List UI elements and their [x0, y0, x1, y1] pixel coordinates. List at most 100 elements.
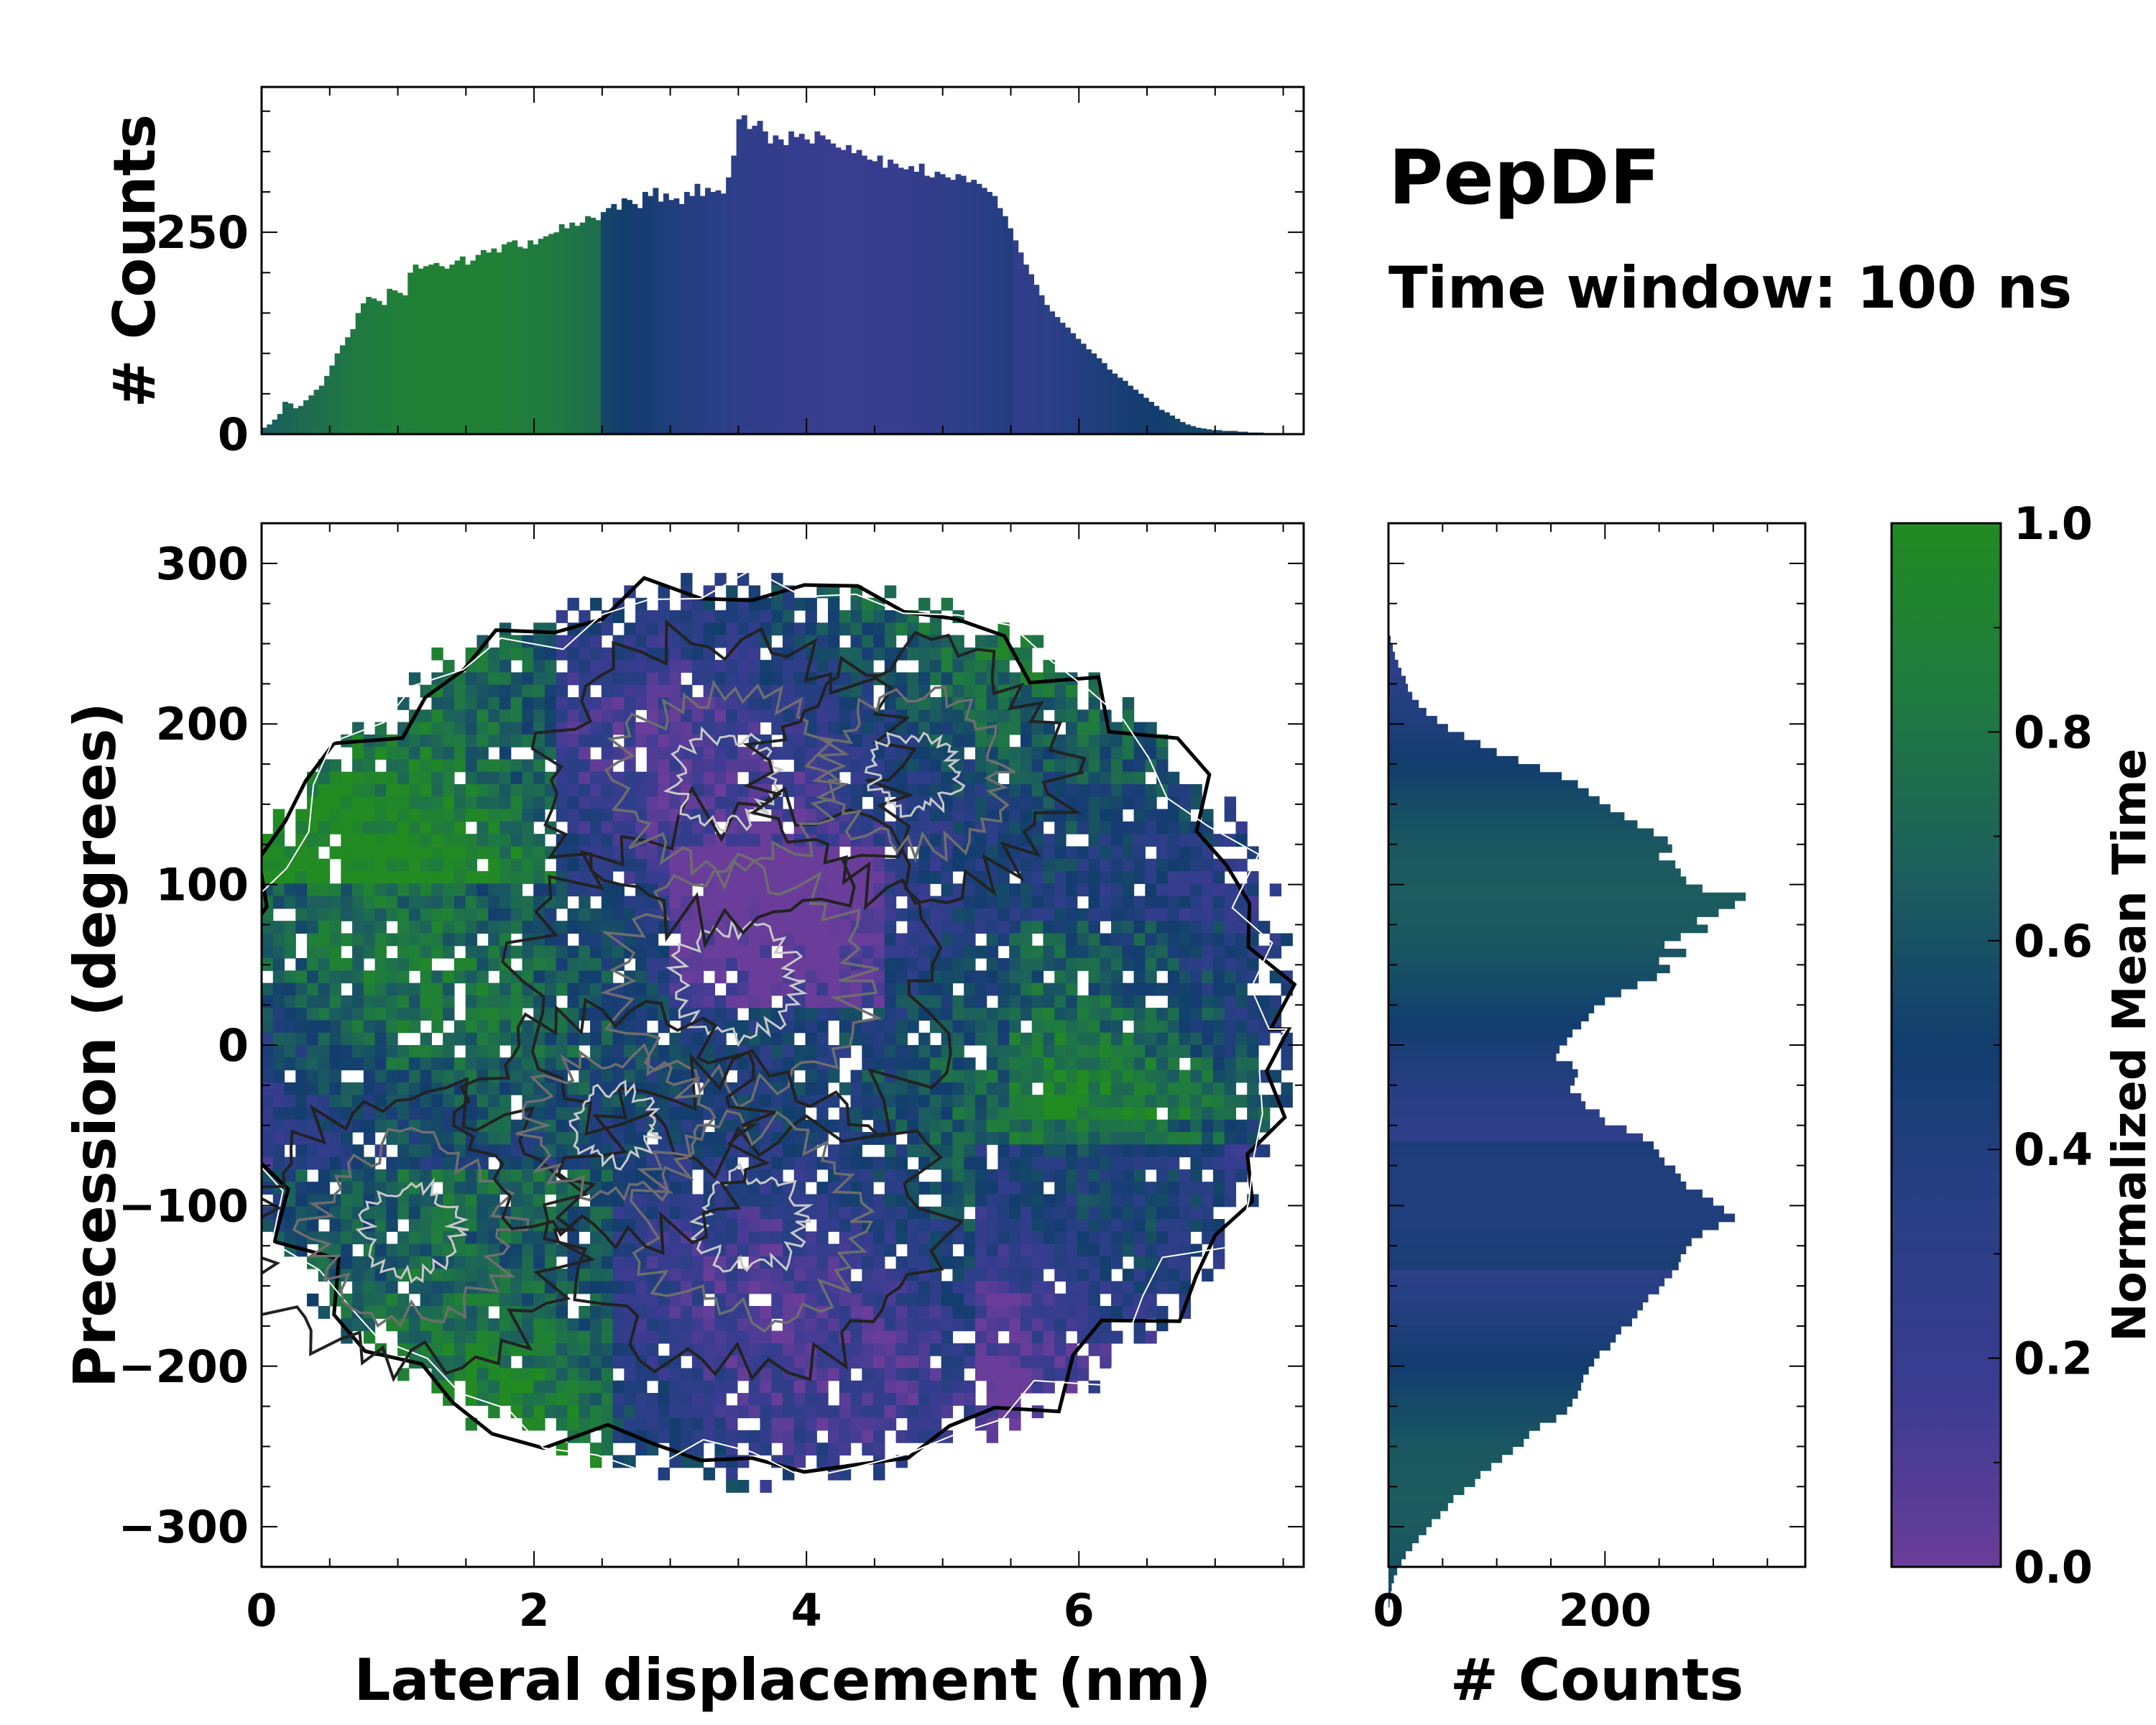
heatmap-cell [941, 958, 954, 971]
heatmap-cell [408, 1219, 421, 1232]
heatmap-cell [884, 1393, 897, 1406]
heatmap-cell [1100, 1032, 1112, 1046]
heatmap-cell [828, 622, 840, 636]
heatmap-cell [1066, 921, 1078, 934]
heatmap-cell [1100, 983, 1112, 996]
heatmap-cell [1077, 1132, 1089, 1145]
heatmap-cell [669, 1430, 681, 1443]
heatmap-cell [1031, 958, 1044, 971]
heatmap-cell [1111, 1020, 1123, 1034]
heatmap-cell [556, 1380, 568, 1394]
heatmap-cell [737, 784, 750, 797]
heatmap-cell [624, 635, 636, 648]
heatmap-cell [1190, 1107, 1202, 1121]
heatmap-cell [386, 1107, 398, 1121]
heatmap-cell [884, 1156, 897, 1170]
heatmap-cell [476, 945, 489, 959]
heatmap-cell [1009, 1194, 1021, 1208]
heatmap-cell [1156, 809, 1169, 822]
heatmap-cell [533, 734, 545, 748]
heatmap-cell [952, 945, 964, 959]
heatmap-cell [691, 597, 704, 611]
top-histogram-bar [345, 337, 351, 434]
heatmap-cell [465, 945, 478, 959]
heatmap-cell [1088, 722, 1100, 735]
heatmap-cell [488, 809, 500, 822]
heatmap-cell [352, 871, 364, 884]
heatmap-cell [420, 1243, 433, 1257]
heatmap-cell [1031, 858, 1044, 872]
heatmap-cell [431, 871, 443, 884]
heatmap-cell [612, 697, 625, 710]
heatmap-cell [1179, 821, 1191, 834]
heatmap-cell [703, 622, 716, 636]
heatmap-cell [1156, 871, 1169, 884]
heatmap-cell [771, 610, 783, 623]
heatmap-cell [669, 722, 681, 735]
heatmap-cell [476, 896, 489, 909]
heatmap-cell [1111, 1306, 1123, 1319]
heatmap-cell [329, 1082, 341, 1095]
heatmap-cell [998, 647, 1010, 661]
heatmap-cell [612, 1231, 625, 1245]
heatmap-cell [624, 1393, 636, 1406]
heatmap-cell [284, 846, 296, 860]
heatmap-cell [793, 1430, 806, 1443]
heatmap-cell [929, 747, 942, 760]
heatmap-cell [272, 896, 285, 909]
heatmap-cell [1077, 1008, 1089, 1021]
heatmap-cell [397, 759, 410, 773]
heatmap-cell [862, 1057, 874, 1071]
heatmap-cell [1122, 796, 1135, 810]
heatmap-cell [590, 908, 602, 921]
heatmap-cell [1212, 1008, 1225, 1021]
heatmap-cell [1031, 722, 1044, 735]
heatmap-cell [1043, 1256, 1055, 1269]
heatmap-cell [862, 709, 874, 723]
heatmap-cell [998, 1368, 1010, 1381]
heatmap-cell [386, 1182, 398, 1195]
heatmap-cell [895, 945, 908, 959]
heatmap-cell [431, 647, 443, 661]
heatmap-cell [691, 1405, 704, 1419]
heatmap-cell [1009, 1306, 1021, 1319]
heatmap-cell [601, 1032, 614, 1046]
heatmap-cell [443, 1330, 455, 1344]
heatmap-cell [714, 995, 727, 1008]
heatmap-cell [476, 1318, 489, 1332]
heatmap-cell [386, 896, 398, 909]
heatmap-cell [545, 1269, 557, 1282]
heatmap-cell [748, 1306, 761, 1319]
top-histogram-bar [407, 272, 414, 434]
heatmap-cell [771, 1343, 783, 1356]
heatmap-cell [1133, 1020, 1146, 1034]
heatmap-cell [941, 983, 954, 996]
heatmap-cell [476, 1057, 489, 1071]
heatmap-cell [760, 846, 772, 860]
heatmap-cell [714, 771, 727, 785]
heatmap-cell [453, 1194, 466, 1208]
heatmap-cell [307, 1182, 319, 1195]
heatmap-cell [601, 846, 614, 860]
heatmap-cell [465, 958, 478, 971]
heatmap-cell [1043, 834, 1055, 847]
heatmap-cell [1054, 1206, 1067, 1220]
heatmap-cell [771, 771, 783, 785]
heatmap-cell [1122, 983, 1135, 996]
heatmap-cell [850, 796, 862, 810]
heatmap-cell [1111, 759, 1123, 773]
heatmap-cell [307, 883, 319, 897]
heatmap-cell [1111, 846, 1123, 860]
heatmap-cell [590, 1368, 602, 1381]
heatmap-cell [1066, 1169, 1078, 1182]
heatmap-cell [760, 896, 772, 909]
heatmap-cell [828, 933, 840, 947]
heatmap-cell [1133, 796, 1146, 810]
heatmap-cell [284, 1169, 296, 1182]
heatmap-cell [998, 1380, 1010, 1394]
heatmap-cell [929, 1405, 942, 1419]
heatmap-cell [374, 1032, 387, 1046]
heatmap-cell [986, 1243, 999, 1257]
heatmap-cell [907, 1095, 919, 1108]
heatmap-cell [873, 1045, 885, 1058]
